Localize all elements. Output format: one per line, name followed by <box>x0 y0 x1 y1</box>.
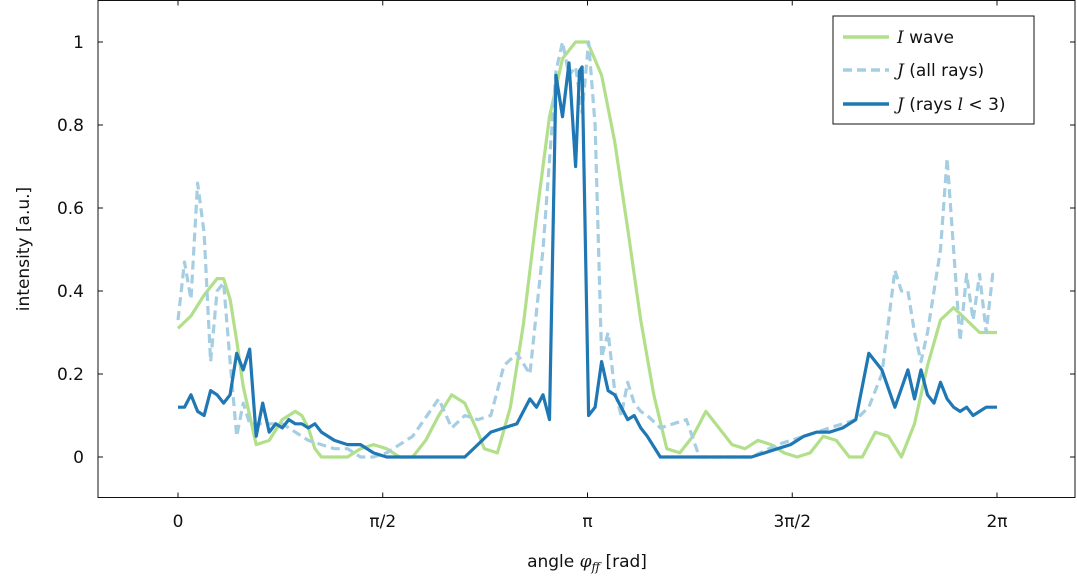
x-axis-label: angle φff [rad] <box>527 552 647 574</box>
ticks-layer: 0 π/2 π 3π/2 2π 0 0.2 0.4 0.6 0.8 1 <box>57 0 1075 532</box>
x-tick-label: π/2 <box>369 512 396 532</box>
series-j-rays-l-lt-3 <box>178 61 997 459</box>
series-j-all-rays <box>176 40 997 459</box>
y-tick-label: 0.6 <box>57 199 84 219</box>
plot-frame <box>97 0 1076 498</box>
y-tick-label: 1 <box>73 33 84 53</box>
x-tick-label: π <box>582 512 592 532</box>
x-tick-label: 2π <box>986 512 1007 532</box>
legend-box <box>832 15 1035 125</box>
y-tick-label: 0 <box>73 448 84 468</box>
x-tick-label: 0 <box>173 512 184 532</box>
legend-label-j-rays-l-lt-3: J (rays l < 3) <box>894 95 1006 115</box>
legend: I wave J (all rays) J (rays l < 3) <box>832 15 1035 125</box>
y-tick-label: 0.2 <box>57 365 84 385</box>
y-tick-label: 0.4 <box>57 282 84 302</box>
legend-label-j-all-rays: J (all rays) <box>894 61 984 81</box>
x-tick-label: 3π/2 <box>773 512 811 532</box>
series-layer <box>176 40 997 459</box>
y-tick-label: 0.8 <box>57 116 84 136</box>
y-axis-label: intensity [a.u.] <box>14 187 34 311</box>
legend-label-i-wave: I wave <box>896 28 954 48</box>
